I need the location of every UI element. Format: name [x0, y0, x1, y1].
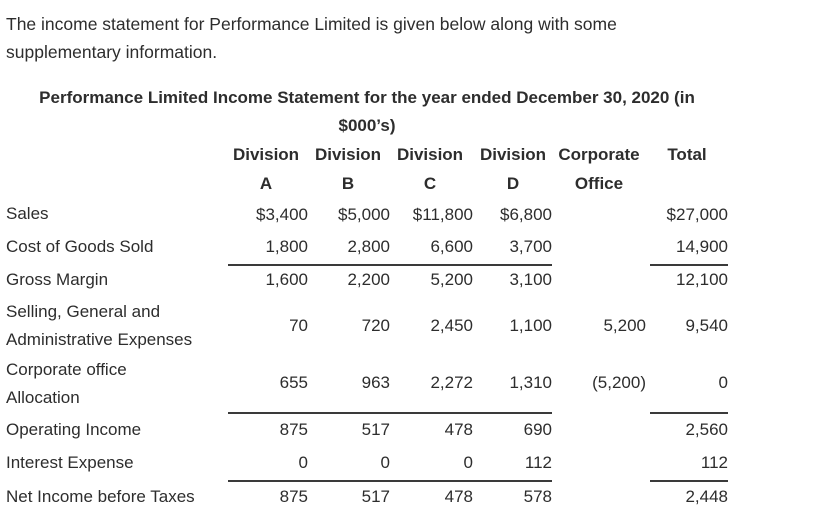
cell-interest-division-a: 0: [298, 453, 308, 472]
row-label-line-1: Selling, General and: [6, 302, 161, 321]
cell-sales-total: $27,000: [666, 205, 728, 224]
cell-sga-division-a: 70: [289, 316, 308, 335]
cell-operating-income-total: 2,560: [685, 420, 728, 439]
cell-interest-total: 112: [700, 453, 728, 472]
column-header-total: Total: [660, 145, 714, 165]
column-header-line-2: Office: [574, 174, 624, 193]
cell-cogs-division-d: 3,700: [509, 237, 552, 256]
subtotal-rule-net-income-total: [650, 480, 728, 482]
cell-net-income-division-c: 478: [444, 487, 473, 506]
cell-sales-division-d: $6,800: [500, 205, 552, 224]
row-label-line-2: Administrative Expenses: [6, 330, 193, 349]
subtotal-rule-operating-income: [228, 412, 552, 414]
title-line-1: Performance Limited Income Statement for…: [39, 88, 695, 107]
row-label-line-1: Corporate office: [6, 360, 127, 379]
column-header-line-2: D: [506, 174, 520, 193]
column-header-line-2: B: [341, 174, 355, 193]
cell-cogs-total: 14,900: [676, 237, 728, 256]
cell-allocation-division-a: 655: [279, 373, 308, 392]
cell-sales-division-a: $3,400: [256, 205, 308, 224]
column-header-line-1: Division: [232, 145, 300, 164]
cell-interest-division-b: 0: [380, 453, 390, 472]
subtotal-rule-net-income: [228, 480, 552, 482]
column-header-division-d: Division D: [475, 145, 551, 194]
cell-net-income-total: 2,448: [685, 487, 728, 506]
subtotal-rule-gross-margin: [228, 264, 552, 266]
cell-gross-margin-division-a: 1,600: [265, 270, 308, 289]
cell-allocation-corporate-office: (5,200): [592, 373, 646, 392]
column-header-line-1: Total: [667, 145, 707, 164]
column-header-division-b: Division B: [310, 145, 386, 194]
statement-title: Performance Limited Income Statement for…: [12, 84, 722, 140]
cell-sga-division-c: 2,450: [430, 316, 473, 335]
column-header-line-1: Division: [396, 145, 464, 164]
row-label-gross-margin: Gross Margin: [6, 270, 109, 289]
cell-sga-division-d: 1,100: [509, 316, 552, 335]
column-header-line-2: A: [259, 174, 273, 193]
cell-sales-division-b: $5,000: [338, 205, 390, 224]
cell-interest-division-d: 112: [524, 453, 552, 472]
cell-allocation-division-b: 963: [361, 373, 390, 392]
row-label-operating-income: Operating Income: [6, 420, 142, 439]
cell-operating-income-division-a: 875: [279, 420, 308, 439]
cell-cogs-division-b: 2,800: [347, 237, 390, 256]
cell-cogs-division-c: 6,600: [430, 237, 473, 256]
cell-operating-income-division-d: 690: [523, 420, 552, 439]
row-label-cost-of-goods-sold: Cost of Goods Sold: [6, 237, 154, 256]
cell-operating-income-division-b: 517: [361, 420, 390, 439]
cell-gross-margin-division-d: 3,100: [509, 270, 552, 289]
row-label-sales: Sales: [6, 204, 49, 223]
intro-line-2: supplementary information.: [6, 42, 218, 62]
row-label-line-2: Allocation: [6, 388, 80, 407]
cell-net-income-division-a: 875: [279, 487, 308, 506]
intro-text: The income statement for Performance Lim…: [6, 10, 617, 66]
row-label-corporate-office-allocation: Corporate office Allocation: [6, 356, 127, 412]
column-header-line-1: Division: [314, 145, 382, 164]
cell-net-income-division-d: 578: [523, 487, 552, 506]
cell-cogs-division-a: 1,800: [265, 237, 308, 256]
row-label-interest-expense: Interest Expense: [6, 453, 134, 472]
cell-sga-division-b: 720: [361, 316, 390, 335]
cell-gross-margin-division-b: 2,200: [347, 270, 390, 289]
subtotal-rule-operating-income-total: [650, 412, 728, 414]
cell-allocation-division-d: 1,310: [509, 373, 552, 392]
column-header-line-1: Corporate: [558, 145, 640, 164]
cell-net-income-division-b: 517: [361, 487, 390, 506]
cell-interest-division-c: 0: [463, 453, 473, 472]
column-header-division-c: Division C: [392, 145, 468, 194]
cell-sales-division-c: $11,800: [412, 205, 473, 224]
cell-gross-margin-total: 12,100: [676, 270, 728, 289]
cell-sga-total: 9,540: [685, 316, 728, 335]
column-header-corporate-office: Corporate Office: [552, 145, 646, 194]
subtotal-rule-gross-margin-total: [650, 264, 728, 266]
row-label-net-income-before-taxes: Net Income before Taxes: [6, 487, 195, 506]
cell-allocation-total: 0: [718, 373, 728, 392]
cell-gross-margin-division-c: 5,200: [430, 270, 473, 289]
column-header-line-1: Division: [479, 145, 547, 164]
row-label-sga-expenses: Selling, General and Administrative Expe…: [6, 298, 192, 354]
cell-allocation-division-c: 2,272: [430, 373, 473, 392]
cell-operating-income-division-c: 478: [444, 420, 473, 439]
cell-sga-corporate-office: 5,200: [603, 316, 646, 335]
intro-line-1: The income statement for Performance Lim…: [6, 14, 617, 34]
title-line-2: $000’s): [338, 116, 396, 135]
column-header-line-2: C: [423, 174, 437, 193]
column-header-division-a: Division A: [228, 145, 304, 194]
